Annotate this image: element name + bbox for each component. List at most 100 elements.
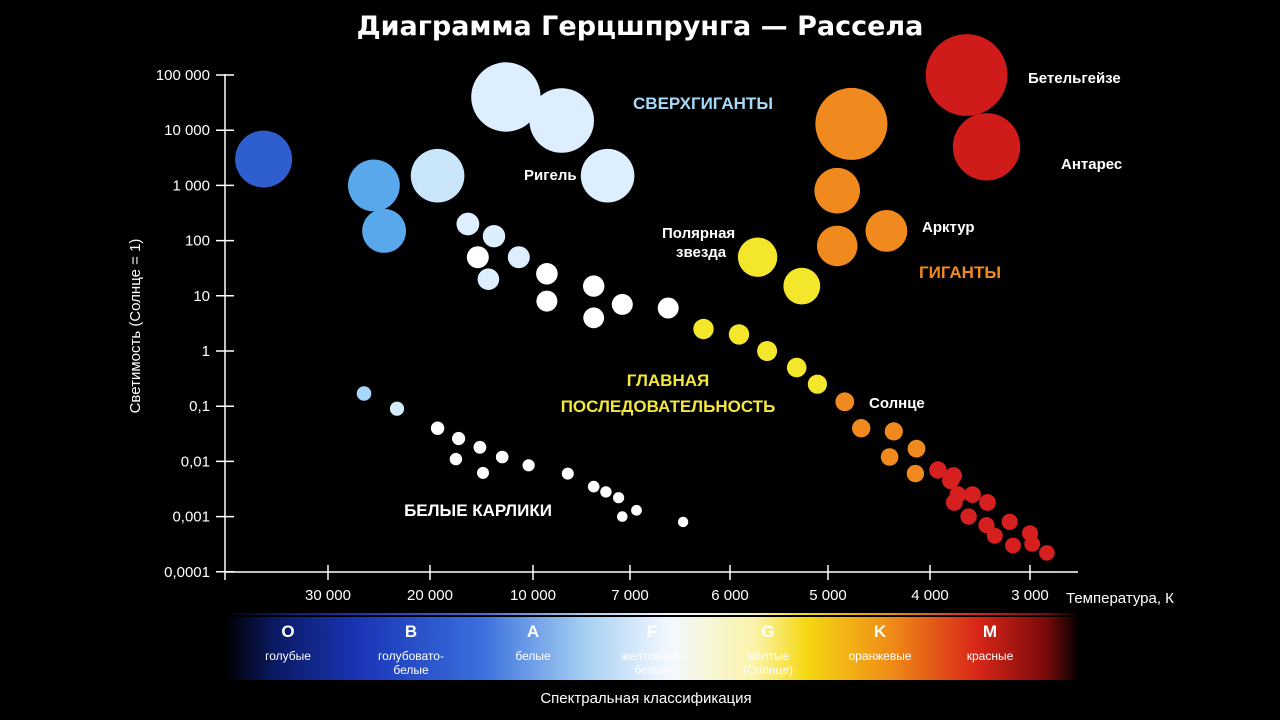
x-tick-label: 10 000 [510,587,556,604]
star-main [945,494,963,511]
star-main [757,341,778,361]
spectral-class-color-2: белые [393,663,429,677]
spectral-class-color: голубые [265,649,311,663]
y-tick-label: 10 [193,288,210,305]
star-main [583,307,605,329]
star-white-dwarf [449,452,463,466]
star-main [693,318,714,340]
y-tick-label: 0,1 [189,398,210,415]
star-white-dwarf [677,516,689,528]
star-supergiant [471,62,541,132]
star-supergiant-antares [952,113,1021,181]
star-main [964,486,981,503]
spectral-class-letter: O [281,622,294,641]
x-tick-label: 30 000 [305,587,351,604]
star-giant [816,225,858,267]
star-supergiant [362,208,407,253]
y-axis-label: Светимость (Солнце = 1) [127,239,144,414]
star-main [728,324,750,345]
region-label-main-sequence-1: ГЛАВНАЯ [627,371,709,390]
spectral-class-color: белые [515,649,551,663]
spectral-band [225,617,1080,680]
star-giant [814,167,860,214]
spectral-band-top-line [225,613,1080,615]
star-main [942,471,960,490]
star-white-dwarf [587,480,600,493]
star-white-dwarf [495,450,509,464]
y-tick-label: 0,001 [172,509,210,526]
star-main [657,297,679,319]
star-white-dwarf [389,401,405,416]
star-label-polaris-1: Полярная [662,225,735,242]
spectral-class-letter: G [761,622,774,641]
star-white-dwarf [617,511,628,522]
star-main [884,422,903,441]
star-white-dwarf [561,467,574,480]
x-tick-label: 6 000 [711,587,749,604]
region-label-giants: ГИГАНТЫ [919,263,1001,282]
star-giant-arcturus [865,210,908,252]
star-main [466,246,489,269]
star-main-sun [835,392,855,412]
star-label-antares: Антарес [1061,156,1122,173]
spectral-class-letter: A [527,622,539,641]
y-tick-label: 0,01 [181,453,210,470]
spectral-class-letter: B [405,622,417,641]
star-main [1005,537,1021,554]
y-tick-label: 100 [185,233,210,250]
star-white-dwarf [452,431,466,446]
axes [224,74,1078,580]
spectral-class-color: оранжевые [848,649,911,663]
spectral-class-color-2: белые [634,663,670,677]
star-main [456,212,480,236]
star-giant [783,267,821,305]
star-supergiant [235,130,293,188]
chart-title: Диаграмма Герцшпрунга — Рассела [357,11,924,42]
x-tick-label: 20 000 [407,587,453,604]
star-white-dwarf [356,386,372,401]
spectral-classification-label: Спектральная классификация [540,690,751,707]
region-label-main-sequence-2: ПОСЛЕДОВАТЕЛЬНОСТЬ [561,397,776,416]
y-tick-label: 0,0001 [164,564,210,581]
spectral-class-letter: M [983,622,997,641]
spectral-class-color: красные [967,649,1014,663]
y-tick-label: 1 [202,343,210,360]
star-main [611,293,633,315]
star-main [929,461,947,479]
star-main [583,275,605,297]
spectral-class-letter: F [647,622,657,641]
spectral-class-color: жёлтые [747,649,790,663]
star-white-dwarf [477,466,489,479]
star-label-arcturus: Арктур [922,219,975,236]
spectral-class-color-2: (Солнце) [743,663,793,677]
x-tick-label: 7 000 [611,587,649,604]
region-label-supergiants: СВЕРХГИГАНТЫ [633,94,773,113]
y-tick-label: 100 000 [156,67,210,84]
star-main [852,419,871,438]
star-main [986,527,1003,544]
y-tick-label: 10 000 [164,122,210,139]
star-main [960,508,977,525]
star-supergiant-betelgeuse [925,34,1008,116]
star-main [482,225,506,248]
spectral-class-letter: K [874,622,887,641]
star-main [1024,536,1041,552]
star-supergiant [815,87,888,160]
spectral-class-color: голубовато- [378,649,444,663]
stars-layer [235,34,1055,561]
star-label-betelgeuse: Бетельгейзе [1028,70,1121,87]
x-tick-label: 3 000 [1011,587,1049,604]
star-white-dwarf [430,421,445,435]
x-ticks: 30 000 20 000 10 000 7 000 6 000 5 000 4 000 3 … [305,565,1049,604]
x-axis-label: Температура, К [1066,590,1174,607]
x-tick-label: 4 000 [911,587,949,604]
y-tick-label: 1 000 [172,177,210,194]
star-supergiant [348,159,400,212]
star-main [536,263,558,285]
star-white-dwarf [473,440,487,454]
star-supergiant [410,148,465,203]
region-label-white-dwarfs: БЕЛЫЕ КАРЛИКИ [404,501,552,520]
star-supergiant-rigel [580,148,635,203]
